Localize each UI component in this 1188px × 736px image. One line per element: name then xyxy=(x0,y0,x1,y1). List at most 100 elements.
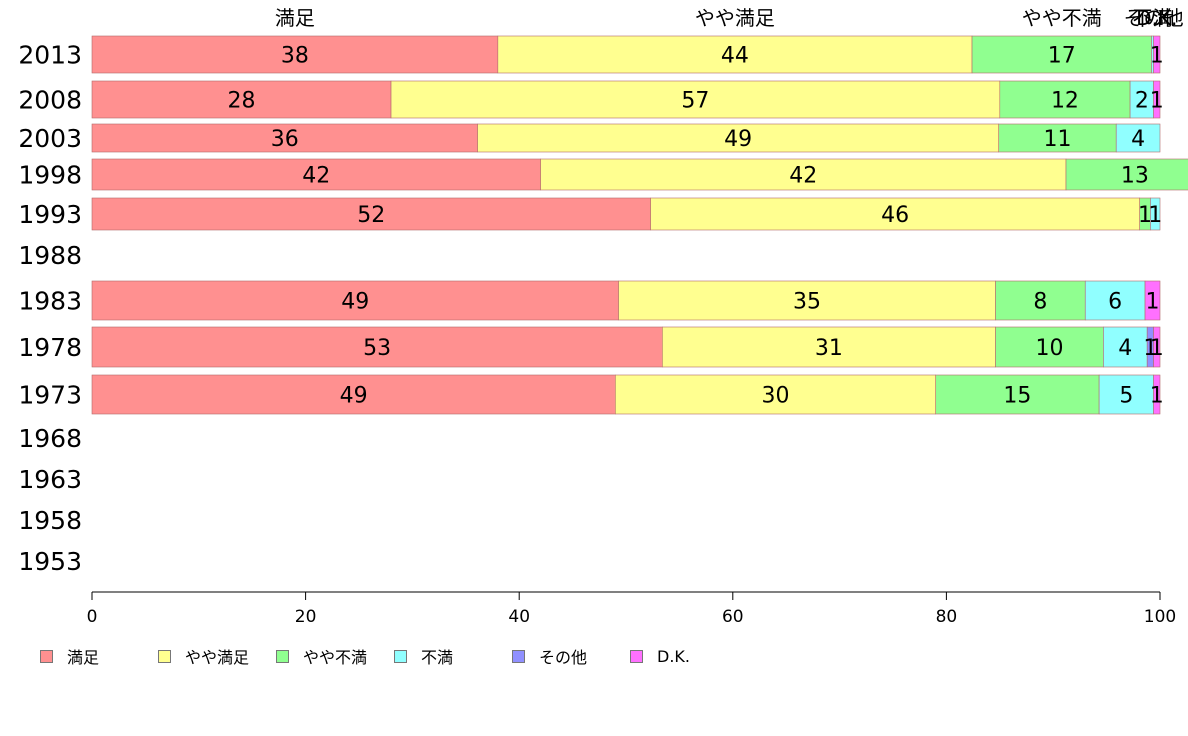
data-label: 2 xyxy=(1135,89,1149,114)
legend-label: 満足 xyxy=(67,648,100,667)
year-label: 2013 xyxy=(18,41,82,70)
legend-item-satisfied: 満足 xyxy=(40,644,158,668)
legend-swatch xyxy=(40,649,53,663)
bar-segment xyxy=(650,197,1141,231)
data-label: 1 xyxy=(1150,336,1164,361)
data-label: 44 xyxy=(721,44,749,69)
data-label: 36 xyxy=(271,127,299,152)
top-series-label: D.K. xyxy=(1136,6,1177,30)
bar-segment xyxy=(1115,123,1161,153)
data-label: 31 xyxy=(815,336,843,361)
data-label: 35 xyxy=(793,290,821,315)
data-label: 49 xyxy=(341,290,369,315)
legend-item-other: その他 xyxy=(512,644,630,668)
bar-segment xyxy=(390,80,1001,119)
data-label: 57 xyxy=(681,89,709,114)
bar-segment xyxy=(618,280,996,321)
year-label: 1953 xyxy=(18,547,82,576)
data-label: 12 xyxy=(1051,89,1079,114)
legend-label: 不満 xyxy=(421,648,454,667)
data-label: 49 xyxy=(724,127,752,152)
bar-segment xyxy=(1084,280,1146,321)
data-label: 1 xyxy=(1148,203,1162,228)
legend-item-somewhat-satisfied: やや満足 xyxy=(158,644,276,668)
data-label: 1 xyxy=(1150,44,1164,69)
x-tick-label: 20 xyxy=(295,607,317,627)
x-tick-label: 80 xyxy=(936,607,958,627)
bar-segment xyxy=(615,374,937,415)
bar-segment xyxy=(91,280,619,321)
data-label: 8 xyxy=(1033,290,1047,315)
data-label: 42 xyxy=(302,164,330,189)
year-label: 1963 xyxy=(18,465,82,494)
bar-segment xyxy=(91,197,651,231)
bar-segment xyxy=(477,123,1000,153)
data-label: 17 xyxy=(1048,44,1076,69)
bar-segment xyxy=(995,326,1104,368)
bar-segment xyxy=(91,158,541,191)
bar-segment xyxy=(995,280,1086,321)
bar-segment xyxy=(497,35,973,74)
data-label: 1 xyxy=(1138,203,1152,228)
year-label: 1973 xyxy=(18,381,82,410)
bar-segment xyxy=(91,374,616,415)
data-label: 4 xyxy=(1131,127,1145,152)
data-label: 30 xyxy=(762,384,790,409)
top-series-label: その他 xyxy=(1124,6,1184,30)
data-label: 1 xyxy=(1150,384,1164,409)
data-label: 1 xyxy=(1150,89,1164,114)
year-label: 1998 xyxy=(18,161,82,190)
bar-segment xyxy=(1144,280,1161,321)
data-label: 1 xyxy=(1146,290,1160,315)
bar-segment xyxy=(998,123,1117,153)
year-label: 2003 xyxy=(18,124,82,153)
year-label: 1993 xyxy=(18,200,82,229)
bar-segment xyxy=(662,326,996,368)
bar-segment xyxy=(971,35,1152,74)
legend-label: やや満足 xyxy=(185,648,250,667)
x-tick-label: 0 xyxy=(87,607,98,627)
bar-segment xyxy=(1153,326,1161,368)
bar-segment xyxy=(1153,80,1161,119)
legend-item-somewhat-dissatisfied: やや不満 xyxy=(276,644,394,668)
bar-segment xyxy=(1153,374,1161,415)
data-label: 38 xyxy=(281,44,309,69)
data-label: 46 xyxy=(881,203,909,228)
data-label: 4 xyxy=(1118,336,1132,361)
data-label: 13 xyxy=(1121,164,1149,189)
bar-segment xyxy=(1103,326,1148,368)
x-tick-label: 100 xyxy=(1144,607,1176,627)
stacked-bar-chart: 2013200820031998199319881983197819731968… xyxy=(18,6,1188,627)
bar-segment xyxy=(91,123,478,153)
data-label: 11 xyxy=(1043,127,1071,152)
bar-segment xyxy=(91,35,499,74)
data-label: 28 xyxy=(228,89,256,114)
year-label: 1983 xyxy=(18,287,82,316)
data-label: 15 xyxy=(1003,384,1031,409)
x-tick-label: 60 xyxy=(722,607,744,627)
year-label: 2008 xyxy=(18,86,82,115)
legend-item-dk: D.K. xyxy=(630,644,748,668)
legend: 満足 やや満足 やや不満 不満 その他 D.K. xyxy=(40,644,748,668)
data-label: 6 xyxy=(1108,290,1122,315)
legend-label: その他 xyxy=(539,648,588,667)
top-series-label: 満足 xyxy=(275,6,315,30)
bar-segment xyxy=(540,158,1067,191)
legend-swatch xyxy=(512,649,525,663)
data-label: 49 xyxy=(340,384,368,409)
year-label: 1988 xyxy=(18,241,82,270)
bar-segment xyxy=(1098,374,1154,415)
top-series-label: やや不満 xyxy=(1022,6,1102,30)
bar-segment xyxy=(91,80,392,119)
legend-swatch xyxy=(158,649,171,663)
legend-label: D.K. xyxy=(657,646,690,666)
top-series-label: やや満足 xyxy=(695,6,775,30)
legend-label: やや不満 xyxy=(303,648,368,667)
data-label: 5 xyxy=(1119,384,1133,409)
legend-swatch xyxy=(276,649,289,663)
x-tick-label: 40 xyxy=(508,607,530,627)
data-label: 10 xyxy=(1035,336,1063,361)
data-label: 52 xyxy=(357,203,385,228)
top-series-label: 不満 xyxy=(1133,6,1173,30)
bar-segment xyxy=(1153,35,1161,74)
